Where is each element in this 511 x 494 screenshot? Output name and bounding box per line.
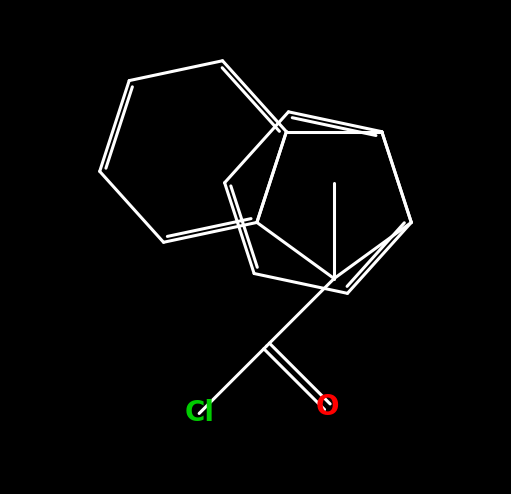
Text: O: O [316, 393, 339, 421]
Text: Cl: Cl [184, 400, 214, 427]
